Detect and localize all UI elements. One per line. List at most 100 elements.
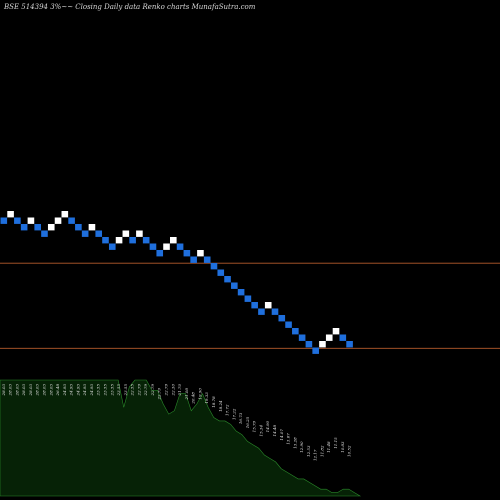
renko-brick-13 — [81, 230, 89, 237]
chart-title: BSE 514394 3%~~ Closing Daily data Renko… — [4, 3, 256, 11]
renko-brick-17 — [108, 243, 116, 250]
brick-label-32: 18.78 — [211, 396, 216, 408]
brick-label-39: 15.34 — [258, 425, 263, 437]
renko-brick-16 — [102, 237, 109, 244]
renko-brick-48 — [319, 341, 326, 348]
brick-label-31: 19.33 — [204, 392, 209, 404]
renko-brick-14 — [88, 224, 96, 231]
brick-label-10: 24.93 — [62, 384, 67, 397]
renko-brick-47 — [312, 347, 319, 354]
renko-brick-28 — [183, 250, 191, 257]
renko-brick-41 — [271, 308, 279, 315]
brick-label-7: 28.03 — [41, 384, 46, 397]
brick-label-2: 28.03 — [8, 384, 13, 397]
brick-label-29: 20.48 — [191, 392, 196, 405]
brick-label-18: 23.55 — [116, 384, 121, 397]
brick-label-5: 28.03 — [28, 384, 33, 397]
brick-label-44: 13.28 — [292, 437, 297, 449]
brick-layer — [0, 211, 353, 354]
brick-label-9: 26.48 — [55, 384, 60, 397]
brick-label-17: 23.55 — [109, 384, 114, 397]
brick-label-14: 24.93 — [89, 384, 94, 397]
brick-label-20: 22.55 — [130, 384, 135, 397]
brick-label-28: 21.08 — [184, 388, 189, 401]
renko-brick-6 — [34, 224, 41, 231]
brick-label-25: 22.79 — [164, 384, 169, 397]
renko-brick-7 — [41, 230, 48, 237]
renko-brick-50 — [332, 328, 340, 335]
brick-label-37: 16.25 — [245, 416, 250, 428]
renko-brick-5 — [27, 217, 35, 224]
brick-label-51: 10.83 — [340, 441, 345, 453]
brick-label-1: 28.03 — [1, 384, 6, 397]
renko-brick-18 — [115, 237, 123, 244]
brick-label-47: 12.17 — [313, 449, 318, 461]
renko-brick-45 — [298, 334, 306, 341]
brick-label-41: 14.48 — [272, 425, 277, 437]
brick-label-38: 15.79 — [252, 420, 257, 432]
brick-label-23: 22.79 — [150, 384, 155, 397]
brick-label-33: 18.24 — [218, 400, 223, 412]
renko-brick-43 — [285, 321, 292, 328]
renko-brick-9 — [54, 217, 62, 224]
brick-label-13: 24.93 — [82, 384, 87, 397]
brick-label-6: 28.03 — [35, 384, 40, 397]
brick-label-42: 14.07 — [279, 429, 284, 441]
renko-brick-2 — [7, 211, 14, 218]
brick-label-16: 23.55 — [103, 384, 108, 397]
renko-brick-8 — [47, 224, 55, 231]
renko-brick-38 — [251, 302, 258, 309]
renko-brick-24 — [156, 250, 164, 257]
volume-area — [0, 379, 362, 497]
brick-label-21: 22.79 — [136, 384, 141, 397]
renko-brick-19 — [122, 230, 130, 237]
renko-brick-20 — [129, 237, 136, 244]
brick-label-19: 23.55 — [123, 384, 128, 397]
renko-brick-22 — [142, 237, 150, 244]
renko-brick-25 — [163, 243, 170, 250]
brick-label-46: 12.53 — [306, 445, 311, 457]
brick-label-40: 14.90 — [265, 420, 270, 432]
volume-layer — [0, 379, 362, 497]
brick-label-27: 21.70 — [177, 384, 182, 397]
renko-brick-26 — [170, 237, 177, 244]
renko-brick-29 — [190, 256, 197, 263]
renko-brick-4 — [20, 224, 28, 231]
brick-label-22: 22.79 — [143, 384, 148, 397]
renko-brick-36 — [237, 289, 245, 296]
brick-label-layer: 28.03 28.03 28.03 28.03 28.03 28.03 28.03 28.03… — [1, 384, 352, 462]
renko-brick-23 — [149, 243, 157, 250]
brick-label-11: 24.93 — [69, 384, 74, 397]
brick-label-3: 28.03 — [14, 384, 19, 397]
brick-label-50: 11.15 — [333, 437, 338, 449]
brick-label-12: 24.93 — [75, 384, 80, 397]
brick-label-36: 16.73 — [238, 412, 243, 424]
brick-label-49: 11.48 — [326, 441, 331, 453]
brick-label-43: 13.67 — [286, 433, 291, 445]
renko-brick-27 — [176, 243, 184, 250]
brick-label-34: 17.72 — [225, 404, 230, 416]
renko-brick-42 — [278, 315, 286, 322]
renko-brick-34 — [224, 276, 231, 283]
renko-brick-46 — [305, 341, 313, 348]
renko-brick-49 — [325, 334, 333, 341]
brick-label-24: 22.79 — [157, 388, 162, 401]
renko-brick-33 — [217, 269, 225, 276]
renko-brick-11 — [68, 217, 75, 224]
brick-label-4: 28.03 — [21, 384, 26, 397]
renko-brick-32 — [210, 263, 218, 270]
renko-brick-1 — [0, 217, 8, 224]
renko-brick-52 — [346, 341, 353, 348]
renko-brick-30 — [197, 250, 204, 257]
brick-label-45: 12.90 — [299, 441, 304, 453]
renko-brick-10 — [61, 211, 69, 218]
renko-brick-3 — [14, 217, 21, 224]
brick-label-30: 19.90 — [197, 388, 202, 400]
brick-label-48: 11.82 — [319, 445, 324, 457]
renko-brick-40 — [264, 302, 272, 309]
brick-label-35: 17.22 — [231, 408, 236, 420]
brick-label-52: 10.52 — [347, 445, 352, 457]
renko-brick-37 — [244, 295, 252, 302]
